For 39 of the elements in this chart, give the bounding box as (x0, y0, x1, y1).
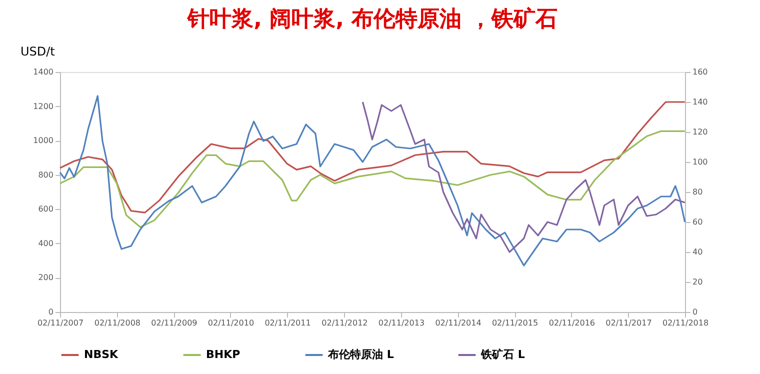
legend-label: 铁矿石 L (480, 348, 525, 361)
line-series (362, 101, 686, 253)
x-tick-label: 02/11/2007 (37, 318, 84, 328)
x-tick-label: 02/11/2008 (94, 318, 140, 328)
legend-label: 布伦特原油 L (327, 348, 394, 361)
y2-tick-label: 80 (692, 188, 703, 196)
line-series (59, 130, 686, 228)
y-tick-label: 200 (38, 273, 54, 282)
y2-tick-label: 120 (692, 128, 708, 136)
x-tick-label: 02/11/2011 (264, 318, 311, 328)
x-tick-label: 02/11/2012 (322, 318, 368, 328)
chart-title: 针叶浆, 阔叶浆, 布伦特原油 ，铁矿石 (186, 6, 558, 32)
y-tick-label: 600 (38, 204, 54, 214)
y-tick-label: 1400 (33, 68, 54, 76)
y2-tick-label: 20 (692, 278, 703, 286)
line-series (59, 95, 686, 266)
y-tick-label: 400 (38, 238, 54, 248)
y2-tick-label: 100 (692, 158, 708, 166)
legend-label: NBSK (84, 348, 119, 361)
x-tick-label: 02/11/2016 (548, 318, 596, 328)
line-series (59, 101, 686, 214)
y2-tick-label: 60 (692, 218, 703, 226)
x-tick-label: 02/11/2010 (208, 318, 254, 328)
x-tick-label: 02/11/2018 (662, 318, 709, 328)
y2-tick-label: 140 (692, 98, 708, 106)
legend-label: BHKP (206, 348, 240, 361)
y-axis-title: USD/t (20, 44, 56, 58)
x-tick-label: 02/11/2017 (606, 318, 652, 328)
x-tick-label: 02/11/2013 (378, 318, 425, 328)
y2-tick-label: 40 (692, 248, 703, 256)
y2-tick-label: 160 (692, 68, 708, 76)
y-tick-label: 800 (38, 170, 54, 180)
y-tick-label: 1200 (33, 102, 54, 111)
x-tick-label: 02/11/2015 (492, 318, 538, 328)
x-tick-label: 02/11/2009 (151, 318, 198, 328)
y-tick-label: 1000 (33, 136, 54, 146)
x-tick-label: 02/11/2014 (435, 318, 482, 328)
y2-tick-label: 0 (692, 308, 698, 316)
y-tick-label: 0 (48, 308, 54, 316)
